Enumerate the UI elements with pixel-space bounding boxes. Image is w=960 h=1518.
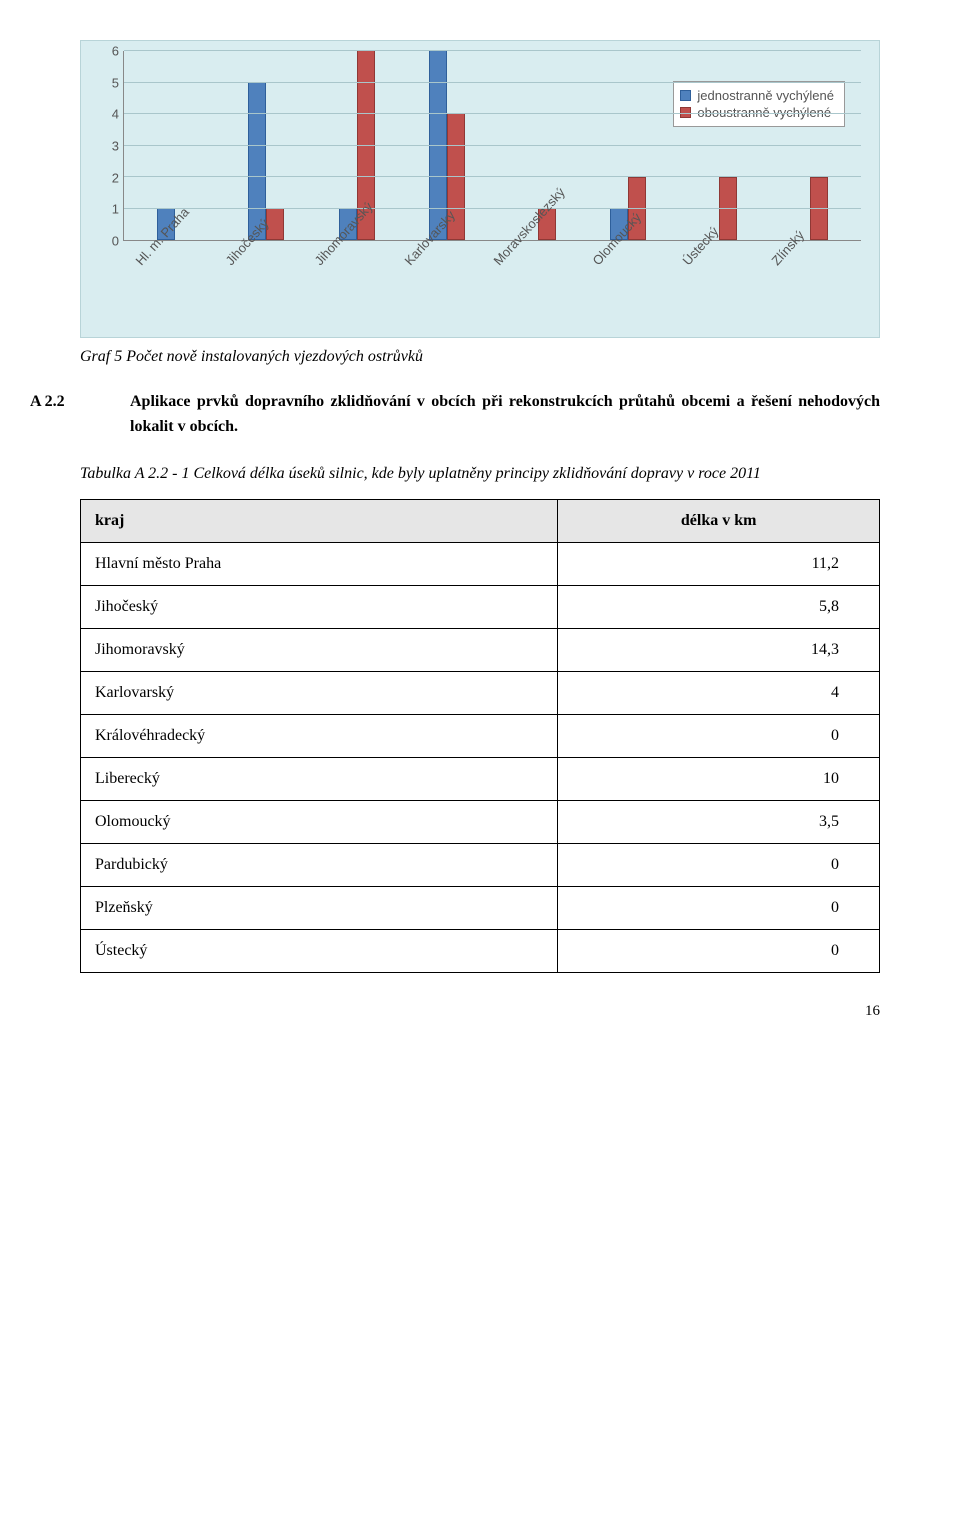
legend-label: jednostranně vychýlené bbox=[697, 88, 834, 103]
table-row: Pardubický0 bbox=[81, 843, 880, 886]
y-axis: 0123456 bbox=[99, 51, 123, 241]
y-tick: 4 bbox=[112, 107, 119, 122]
table-col-delka: délka v km bbox=[558, 499, 880, 542]
cell-kraj: Jihomoravský bbox=[81, 628, 558, 671]
grid-line bbox=[124, 50, 861, 51]
cell-kraj: Pardubický bbox=[81, 843, 558, 886]
heading-number: A 2.2 bbox=[80, 390, 130, 415]
cell-value: 0 bbox=[558, 886, 880, 929]
cell-value: 11,2 bbox=[558, 542, 880, 585]
table-row: Jihomoravský14,3 bbox=[81, 628, 880, 671]
cell-value: 5,8 bbox=[558, 585, 880, 628]
cell-value: 10 bbox=[558, 757, 880, 800]
legend: jednostranně vychýlenéoboustranně vychýl… bbox=[673, 81, 845, 127]
y-tick: 3 bbox=[112, 139, 119, 154]
y-tick: 2 bbox=[112, 170, 119, 185]
cell-value: 14,3 bbox=[558, 628, 880, 671]
y-tick: 5 bbox=[112, 75, 119, 90]
cell-value: 0 bbox=[558, 843, 880, 886]
table-col-kraj: kraj bbox=[81, 499, 558, 542]
cell-value: 0 bbox=[558, 714, 880, 757]
grid-line bbox=[124, 208, 861, 209]
table-row: Olomoucký3,5 bbox=[81, 800, 880, 843]
table-row: Karlovarský4 bbox=[81, 671, 880, 714]
cell-kraj: Plzeňský bbox=[81, 886, 558, 929]
y-tick: 0 bbox=[112, 234, 119, 249]
table-row: Liberecký10 bbox=[81, 757, 880, 800]
cell-kraj: Olomoucký bbox=[81, 800, 558, 843]
plot-area: jednostranně vychýlenéoboustranně vychýl… bbox=[123, 51, 861, 241]
page-number: 16 bbox=[80, 1003, 880, 1020]
data-table: kraj délka v km Hlavní město Praha11,2Ji… bbox=[80, 499, 880, 973]
legend-swatch bbox=[680, 90, 691, 101]
cell-kraj: Karlovarský bbox=[81, 671, 558, 714]
cell-kraj: Hlavní město Praha bbox=[81, 542, 558, 585]
y-tick: 1 bbox=[112, 202, 119, 217]
bars-container bbox=[124, 51, 861, 240]
legend-row: jednostranně vychýlené bbox=[680, 88, 834, 103]
cell-value: 0 bbox=[558, 929, 880, 972]
cell-kraj: Královéhradecký bbox=[81, 714, 558, 757]
bar-chart: 0 1 2 3 4 5 6 jednostranně vychýlenéoboustrann… bbox=[80, 40, 880, 338]
grid-line bbox=[124, 113, 861, 114]
cell-kraj: Liberecký bbox=[81, 757, 558, 800]
grid-line bbox=[124, 82, 861, 83]
cell-kraj: Jihočeský bbox=[81, 585, 558, 628]
cell-value: 4 bbox=[558, 671, 880, 714]
x-axis-labels: Hl. m. PrahaJihočeskýJihomoravskýKarlova… bbox=[123, 241, 861, 329]
table-body: Hlavní město Praha11,2Jihočeský5,8Jihomo… bbox=[81, 542, 880, 972]
table-caption: Tabulka A 2.2 - 1 Celková délka úseků si… bbox=[80, 462, 880, 485]
table-row: Ústecký0 bbox=[81, 929, 880, 972]
table-row: Královéhradecký0 bbox=[81, 714, 880, 757]
table-row: Plzeňský0 bbox=[81, 886, 880, 929]
cell-kraj: Ústecký bbox=[81, 929, 558, 972]
heading-text: Aplikace prvků dopravního zklidňování v … bbox=[130, 393, 880, 435]
grid-line bbox=[124, 145, 861, 146]
y-tick: 6 bbox=[112, 44, 119, 59]
grid-line bbox=[124, 176, 861, 177]
section-heading: A 2.2Aplikace prvků dopravního zklidňová… bbox=[130, 390, 880, 440]
cell-value: 3,5 bbox=[558, 800, 880, 843]
chart-caption: Graf 5 Počet nově instalovaných vjezdový… bbox=[80, 348, 880, 366]
table-row: Jihočeský5,8 bbox=[81, 585, 880, 628]
table-row: Hlavní město Praha11,2 bbox=[81, 542, 880, 585]
